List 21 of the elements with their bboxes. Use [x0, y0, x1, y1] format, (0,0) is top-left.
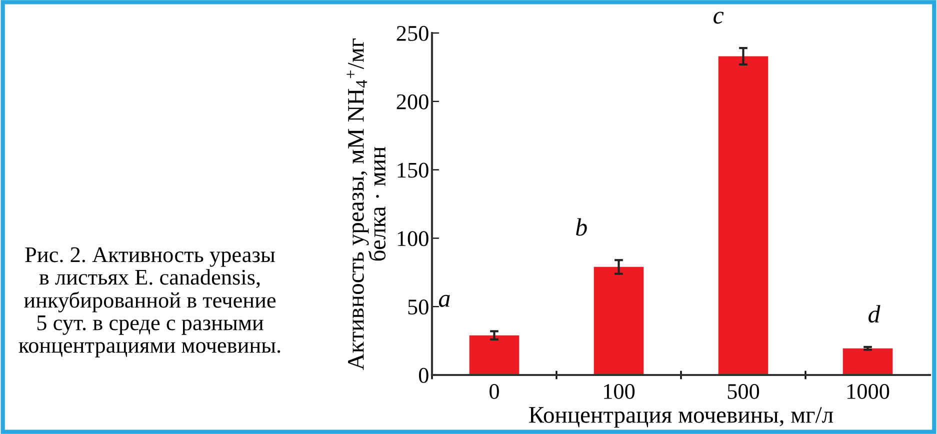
y-tick-label: 250 [396, 26, 428, 41]
text: Активность уреазы, мМ NH$_{4}$$^{+}$/мг белка · мин [346, 38, 386, 370]
bar [842, 348, 893, 375]
bar [718, 56, 768, 375]
annotation: d [868, 305, 880, 323]
y-tick-label: 0 [418, 368, 428, 383]
x-axis-title: Концентрация мочевины, мг/л [529, 407, 834, 428]
y-tick-label: 100 [398, 231, 428, 246]
text: c [714, 12, 724, 24]
text: Рис. 2. Активность уреазы в листьях E. canadensis, инкубированной в течение 5 сут. в среде с разными концентрациями мочевины. [18, 247, 280, 358]
x-tick-label: 100 [604, 384, 635, 399]
x-tick-label: 500 [728, 384, 760, 399]
x-tick-label: 1000 [847, 384, 890, 399]
annotation: a [438, 294, 450, 307]
annotation: b [576, 218, 587, 236]
y-tick-label: 200 [396, 94, 428, 110]
bar [469, 335, 520, 375]
y-tick-label: 150 [398, 162, 428, 178]
bar [594, 266, 644, 375]
x-tick-label: 0 [490, 384, 499, 399]
y-tick-label: 50 [408, 300, 428, 315]
